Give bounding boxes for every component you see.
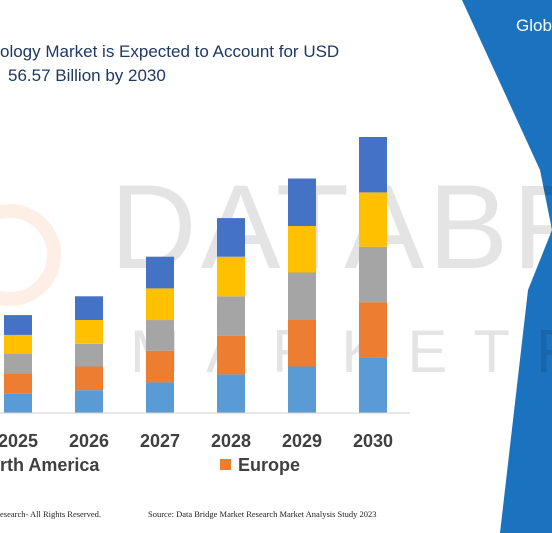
legend-item-north-america: rth America bbox=[0, 455, 99, 476]
x-axis-labels: 2025 2026 2027 2028 2029 2030 bbox=[0, 431, 393, 451]
legend-swatch-europe bbox=[220, 459, 231, 470]
bar-segment-2030-4 bbox=[359, 192, 387, 247]
footer-copyright: esearch- All Rights Reserved. bbox=[0, 509, 102, 519]
bar-segment-2030-2 bbox=[359, 302, 387, 358]
footer-source: Source: Data Bridge Market Research Mark… bbox=[148, 509, 377, 519]
bar-segment-2028-2 bbox=[217, 335, 245, 375]
bar-segment-2029-5 bbox=[288, 178, 316, 226]
bar-segment-2026-4 bbox=[75, 320, 103, 344]
bar-segment-2026-2 bbox=[75, 366, 103, 391]
chart-title-line1: ology Market is Expected to Account for … bbox=[0, 42, 340, 61]
bar-segment-2028-5 bbox=[217, 218, 245, 257]
x-tick-label-2028: 2028 bbox=[211, 431, 251, 451]
bar-segment-2026-3 bbox=[75, 343, 103, 367]
bar-segment-2030-5 bbox=[359, 137, 387, 193]
bar-segment-2028-1 bbox=[217, 374, 245, 413]
chart-title: ology Market is Expected to Account for … bbox=[0, 40, 440, 88]
legend-label-north-america: rth America bbox=[0, 455, 100, 475]
x-tick-label-2029: 2029 bbox=[282, 431, 322, 451]
bar-segment-2027-3 bbox=[146, 320, 174, 351]
bar-segment-2029-3 bbox=[288, 272, 316, 320]
bar-segment-2026-1 bbox=[75, 390, 103, 413]
x-tick-label-2026: 2026 bbox=[69, 431, 109, 451]
bar-segment-2027-4 bbox=[146, 288, 174, 321]
watermark-subtext: MARKETRES bbox=[130, 318, 552, 385]
legend-label-europe: Europe bbox=[238, 455, 301, 475]
x-tick-label-2027: 2027 bbox=[140, 431, 180, 451]
bar-segment-2027-5 bbox=[146, 256, 174, 289]
bar-segment-2029-4 bbox=[288, 226, 316, 273]
bar-segment-2025-2 bbox=[4, 373, 32, 394]
bar-segment-2026-5 bbox=[75, 296, 103, 320]
logo-mark bbox=[0, 204, 61, 306]
bar-segment-2030-3 bbox=[359, 246, 387, 303]
watermark-text: DATABRI bbox=[110, 160, 552, 294]
bar-segment-2025-4 bbox=[4, 334, 32, 354]
x-tick-label-2025: 2025 bbox=[0, 431, 38, 451]
bar-segment-2027-1 bbox=[146, 382, 174, 413]
brand-panel bbox=[462, 0, 552, 533]
bar-segment-2029-1 bbox=[288, 366, 316, 413]
watermark: DATABRI MARKETRES bbox=[110, 160, 552, 385]
x-tick-label-2030: 2030 bbox=[353, 431, 393, 451]
chart-title-line2: 56.57 Billion by 2030 bbox=[8, 66, 166, 85]
bar-segment-2025-1 bbox=[4, 393, 32, 413]
bar-segment-2028-4 bbox=[217, 256, 245, 297]
legend-item-europe: Europe bbox=[220, 455, 300, 476]
bar-segment-2027-2 bbox=[146, 350, 174, 383]
bar-segment-2028-3 bbox=[217, 296, 245, 336]
bar-segment-2030-1 bbox=[359, 357, 387, 413]
brand-text: Glob bbox=[516, 16, 552, 35]
bar-segment-2025-5 bbox=[4, 315, 32, 335]
bars bbox=[4, 137, 387, 413]
bar-segment-2025-3 bbox=[4, 353, 32, 374]
bar-segment-2029-2 bbox=[288, 320, 316, 367]
